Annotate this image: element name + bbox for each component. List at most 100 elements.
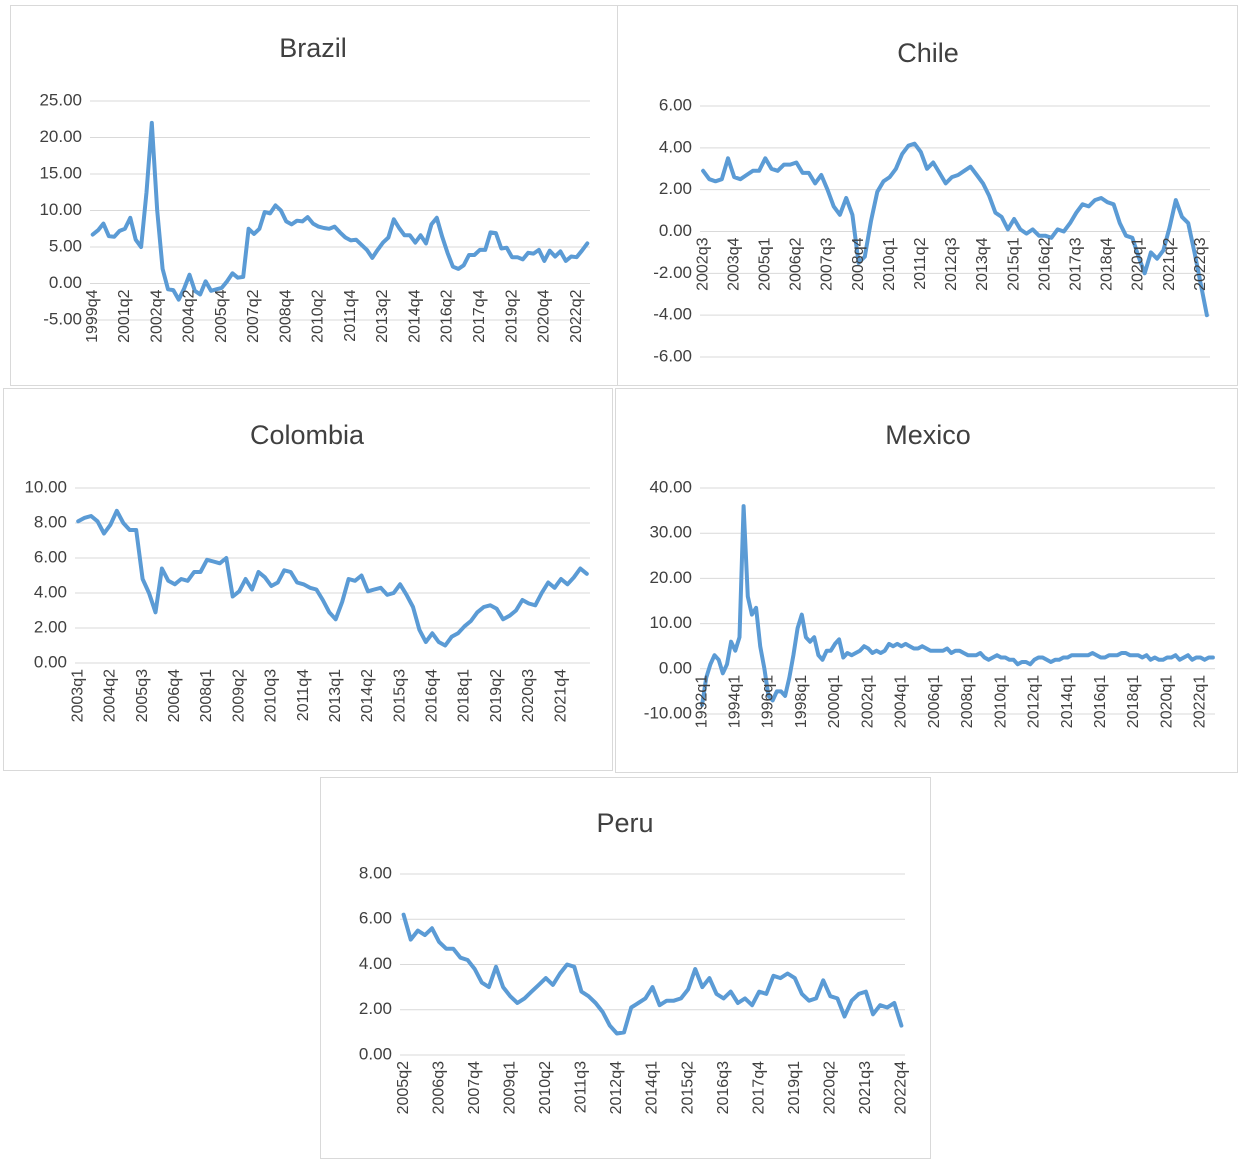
chart-title: Brazil [279,33,347,63]
y-tick-label: -5.00 [43,309,82,328]
x-tick-label: 2012q1 [1026,675,1043,728]
x-tick-label: 2001q2 [116,289,133,342]
x-tick-label: 2016q2 [1036,237,1053,290]
y-tick-label: 40.00 [649,477,692,496]
x-tick-label: 2011q4 [295,669,312,721]
x-tick-label: 2011q3 [573,1061,590,1113]
chart-title: Mexico [885,420,971,450]
x-tick-label: 2010q1 [992,675,1009,728]
x-tick-label: 2006q1 [926,675,943,728]
x-tick-label: 2011q4 [342,289,359,341]
y-tick-label: 8.00 [34,512,67,531]
data-line [701,141,1209,318]
y-tick-label: 4.00 [659,137,692,156]
data-line [401,912,904,1036]
x-tick-label: 2002q4 [148,289,165,342]
x-tick-label: 2008q4 [850,237,867,290]
x-tick-label: 2017q3 [1067,237,1084,290]
y-tick-label: 0.00 [359,1044,392,1063]
y-tick-label: -2.00 [653,263,692,282]
x-tick-label: 2016q2 [439,289,456,342]
x-tick-label: 2015q1 [1005,237,1022,290]
y-tick-label: -10.00 [644,703,692,722]
x-tick-label: 2004q1 [893,675,910,728]
y-tick-label: 6.00 [359,909,392,928]
x-tick-label: 2019q2 [488,669,505,722]
x-tick-label: 2020q2 [822,1061,839,1114]
x-tick-label: 2022q1 [1192,675,1209,728]
x-tick-label: 2005q1 [757,237,774,290]
x-tick-label: 2009q2 [230,669,247,722]
chart-panel: Brazil -5.00 0.00 5.00 10.00 15.00 20.00 25.00 1… [10,5,618,386]
y-tick-label: 2.00 [34,617,67,636]
chart-panel: Peru 0.00 2.00 4.00 6.00 8.00 2005q2 2006q3 2007… [320,777,931,1159]
x-tick-label: 2009q1 [501,1061,518,1114]
x-tick-label: 2020q4 [536,289,553,342]
x-tick-label: 2018q4 [1099,237,1116,290]
x-tick-label: 2014q1 [644,1061,661,1114]
x-tick-label: 2005q4 [213,289,230,342]
y-tick-label: 20.00 [649,568,692,587]
x-tick-label: 2020q1 [1130,237,1147,290]
y-tick-label: 5.00 [49,236,82,255]
y-tick-label: 20.00 [39,127,82,146]
y-tick-label: 8.00 [359,863,392,882]
x-tick-label: 2015q2 [679,1061,696,1114]
panel-border [617,5,1238,386]
x-tick-label: 2013q1 [327,669,344,722]
data-line [90,120,590,302]
chart-title: Colombia [250,420,365,450]
x-tick-label: 2003q4 [725,237,742,290]
panel-border [10,5,618,386]
x-tick-label: 2013q2 [374,289,391,342]
x-tick-label: 2010q1 [881,237,898,290]
y-tick-label: -4.00 [653,305,692,324]
chart-panel: Chile -6.00 -4.00 -2.00 0.00 2.00 4.00 6.00 2002… [617,5,1238,386]
x-tick-label: 2010q3 [263,669,280,722]
x-tick-label: 2002q3 [694,237,711,290]
x-tick-label: 1999q4 [84,289,101,342]
x-tick-label: 2018q1 [1125,675,1142,728]
x-tick-label: 1994q1 [727,675,744,728]
x-tick-label: 2022q3 [1192,237,1209,290]
x-tick-label: 2000q1 [826,675,843,728]
y-tick-label: 4.00 [34,582,67,601]
chart-panel: Mexico -10.00 0.00 10.00 20.00 30.00 40.00 1992… [615,388,1238,773]
y-tick-label: 0.00 [659,658,692,677]
chart-title: Chile [897,38,959,68]
y-tick-label: 15.00 [39,163,82,182]
y-tick-label: 0.00 [34,652,67,671]
panel-border [3,388,613,771]
data-line [76,508,589,648]
x-tick-label: 2006q2 [788,237,805,290]
y-tick-label: 25.00 [39,90,82,109]
panel-border [320,777,931,1159]
x-tick-label: 2019q1 [786,1061,803,1114]
x-tick-label: 2003q1 [69,669,86,722]
y-tick-label: 0.00 [49,273,82,292]
y-tick-label: 10.00 [649,613,692,632]
y-tick-label: -6.00 [653,346,692,365]
x-tick-label: 2019q2 [503,289,520,342]
x-tick-label: 2008q1 [198,669,215,722]
x-tick-label: 2012q4 [608,1061,625,1114]
x-tick-label: 2013q4 [974,237,991,290]
x-tick-label: 2015q3 [391,669,408,722]
x-tick-label: 2006q3 [430,1061,447,1114]
panel-border [615,388,1238,773]
x-tick-label: 2014q1 [1059,675,1076,728]
x-tick-label: 2018q1 [456,669,473,722]
x-tick-label: 2007q4 [466,1061,483,1114]
x-tick-label: 2007q3 [819,237,836,290]
x-tick-label: 2016q1 [1092,675,1109,728]
y-tick-label: 6.00 [34,547,67,566]
x-tick-label: 2020q3 [520,669,537,722]
x-tick-label: 2014q4 [406,289,423,342]
x-tick-label: 1996q1 [760,675,777,728]
x-tick-label: 2016q3 [715,1061,732,1114]
data-line [700,504,1215,707]
x-tick-label: 2006q4 [166,669,183,722]
x-tick-label: 2014q2 [359,669,376,722]
y-tick-label: 2.00 [659,179,692,198]
